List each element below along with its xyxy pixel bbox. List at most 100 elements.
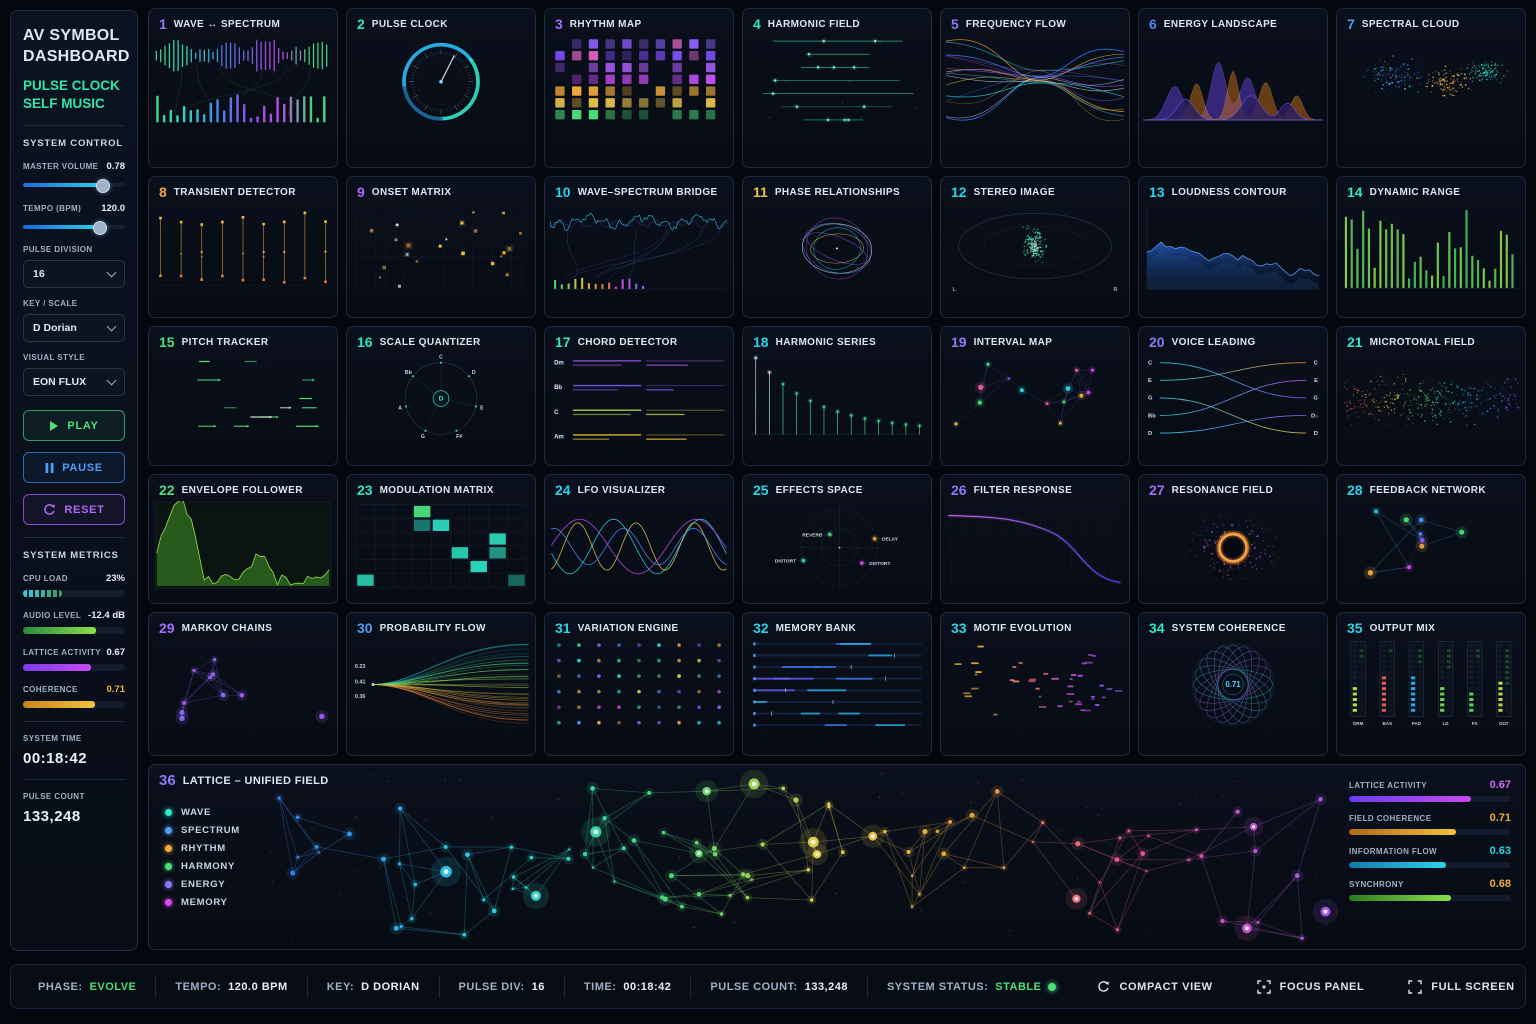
key-scale-select[interactable]: D Dorian	[23, 314, 125, 343]
panel-energy-landscape[interactable]: 6 ENERGY LANDSCAPE	[1138, 8, 1328, 168]
panel-header: 22 ENVELOPE FOLLOWER	[149, 475, 337, 505]
pause-button[interactable]: PAUSE	[23, 452, 125, 484]
panel-header: 6 ENERGY LANDSCAPE	[1139, 9, 1327, 39]
lattice-metric-field-coherence: FIELD COHERENCE 0.71	[1349, 812, 1511, 835]
panel-microtonal-field[interactable]: 21 MICROTONAL FIELD	[1336, 326, 1526, 466]
panel-markov-chains[interactable]: 29 MARKOV CHAINS	[148, 612, 338, 756]
panel-title: ONSET MATRIX	[371, 186, 452, 198]
panel-rhythm-map[interactable]: 3 RHYTHM MAP	[544, 8, 734, 168]
full-screen-button[interactable]: FULL SCREEN	[1386, 979, 1536, 994]
panel-dynamic-range[interactable]: 14 DYNAMIC RANGE	[1336, 176, 1526, 318]
frequency-flow-viz	[945, 39, 1125, 122]
panel-modulation-matrix[interactable]: 23 MODULATION MATRIX	[346, 474, 536, 604]
legend-label: MEMORY	[181, 897, 228, 908]
panel-transient-detector[interactable]: 8 TRANSIENT DETECTOR	[148, 176, 338, 318]
button-label: FOCUS PANEL	[1279, 980, 1365, 993]
app-subtitle-line2: SELF MUSIC	[23, 95, 105, 111]
svg-text:E: E	[1314, 378, 1318, 384]
metric-value: 0.63	[1489, 845, 1511, 857]
legend-item-wave: WAVE	[165, 807, 240, 818]
panel-probability-flow[interactable]: 30 PROBABILITY FLOW 0.23 0.41 0.36	[346, 612, 536, 756]
panel-title: CHORD DETECTOR	[577, 336, 678, 348]
panel-effects-space[interactable]: 25 EFFECTS SPACE REVERB DELAY DISTORT DISTO…	[742, 474, 932, 604]
panel-system-coherence[interactable]: 34 SYSTEM COHERENCE 0.71	[1138, 612, 1328, 756]
panel-onset-matrix[interactable]: 9 ONSET MATRIX	[346, 176, 536, 318]
panel-harmonic-series[interactable]: 18 HARMONIC SERIES	[742, 326, 932, 466]
panel-title: WAVE ↔ SPECTRUM	[173, 18, 281, 30]
svg-text:BAS: BAS	[1383, 721, 1393, 726]
envelope-viz	[155, 501, 331, 589]
panel-lattice-unified-field[interactable]: 36 LATTICE – UNIFIED FIELD WAVE SPECTRUM…	[148, 764, 1526, 950]
metric-bar	[23, 627, 125, 635]
panel-loudness-contour[interactable]: 13 LOUDNESS CONTOUR	[1138, 176, 1328, 318]
panel-motif-evolution[interactable]: 33 MOTIF EVOLUTION	[940, 612, 1130, 756]
panel-number: 13	[1149, 184, 1165, 200]
panel-number: 34	[1149, 620, 1165, 636]
panel-number: 20	[1149, 334, 1165, 350]
metric-value: -12.4 dB	[88, 610, 125, 622]
spectral-cloud-viz	[1363, 55, 1509, 99]
panel-title: MEMORY BANK	[775, 622, 857, 634]
panel-phase-relationships[interactable]: 11 PHASE RELATIONSHIPS	[742, 176, 932, 318]
pulse-division-select[interactable]: 16	[23, 260, 125, 289]
panel-chord-detector[interactable]: 17 CHORD DETECTOR Dm Bb C Am	[544, 326, 734, 466]
panel-memory-bank[interactable]: 32 MEMORY BANK	[742, 612, 932, 756]
slider-knob[interactable]	[95, 179, 110, 194]
metric-value: 0.68	[1489, 878, 1511, 890]
panel-title: PITCH TRACKER	[181, 336, 269, 348]
panel-header: 21 MICROTONAL FIELD	[1337, 327, 1525, 357]
panel-voice-leading[interactable]: 20 VOICE LEADING C E G Bb D C E G D♭ D	[1138, 326, 1328, 466]
svg-text:REVERB: REVERB	[802, 532, 823, 538]
energy-landscape-viz	[1142, 61, 1323, 121]
legend-label: RHYTHM	[181, 843, 226, 854]
panel-header: 14 DYNAMIC RANGE	[1337, 177, 1525, 207]
legend-dot	[165, 845, 172, 852]
panel-lfo-visualizer[interactable]: 24 LFO VISUALIZER	[544, 474, 734, 604]
panel-resonance-field[interactable]: 27 RESONANCE FIELD	[1138, 474, 1328, 604]
panel-envelope-follower[interactable]: 22 ENVELOPE FOLLOWER	[148, 474, 338, 604]
master-volume-slider[interactable]	[23, 178, 125, 194]
panel-scale-quantizer[interactable]: 16 SCALE QUANTIZER C D E F# G A Bb D	[346, 326, 536, 466]
legend-label: HARMONY	[181, 861, 235, 872]
panel-header: 13 LOUDNESS CONTOUR	[1139, 177, 1327, 207]
panel-wave-spectrum[interactable]: 1 WAVE ↔ SPECTRUM	[148, 8, 338, 168]
panel-pulse-clock[interactable]: 2 PULSE CLOCK	[346, 8, 536, 168]
panel-spectral-cloud[interactable]: 7 SPECTRAL CLOUD	[1336, 8, 1526, 168]
button-label: RESET	[64, 503, 105, 516]
app-title-line2: DASHBOARD	[23, 47, 130, 65]
panel-feedback-network[interactable]: 28 FEEDBACK NETWORK	[1336, 474, 1526, 604]
panel-title: TRANSIENT DETECTOR	[173, 186, 296, 198]
microtonal-viz	[1344, 368, 1520, 427]
metric-bar	[23, 590, 125, 598]
wave-spectrum-viz	[155, 39, 328, 123]
play-button[interactable]: PLAY	[23, 410, 125, 442]
focus-panel-button[interactable]: FOCUS PANEL	[1235, 979, 1387, 994]
pulse-count-label: PULSE COUNT	[23, 792, 85, 802]
svg-text:PAD: PAD	[1412, 721, 1422, 726]
panel-header: 9 ONSET MATRIX	[347, 177, 535, 207]
tempo-slider[interactable]	[23, 220, 125, 236]
panel-harmonic-field[interactable]: 4 HARMONIC FIELD	[742, 8, 932, 168]
slider-knob[interactable]	[92, 221, 107, 236]
visual-style-select[interactable]: EON FLUX	[23, 368, 125, 397]
panel-number: 17	[555, 334, 571, 350]
panel-variation-engine[interactable]: 31 VARIATION ENGINE	[544, 612, 734, 756]
pulse-count-value: 133,248	[23, 808, 81, 826]
status-value: EVOLVE	[89, 980, 137, 993]
panel-frequency-flow[interactable]: 5 FREQUENCY FLOW	[940, 8, 1130, 168]
status-buttons: COMPACT VIEW FOCUS PANEL FULL SCREEN	[1075, 979, 1536, 994]
panel-number: 6	[1149, 16, 1157, 32]
reset-button[interactable]: RESET	[23, 494, 125, 526]
panel-filter-response[interactable]: 26 FILTER RESPONSE	[940, 474, 1130, 604]
status-item-tempo: TEMPO: 120.0 BPM	[156, 975, 308, 998]
svg-text:LD: LD	[1443, 721, 1450, 726]
system-time-value: 00:18:42	[23, 750, 88, 768]
compact-view-button[interactable]: COMPACT VIEW	[1075, 980, 1234, 993]
panel-wave-spectrum-bridge[interactable]: 10 WAVE–SPECTRUM BRIDGE	[544, 176, 734, 318]
panel-header: 34 SYSTEM COHERENCE	[1139, 613, 1327, 643]
panel-pitch-tracker[interactable]: 15 PITCH TRACKER	[148, 326, 338, 466]
svg-text:Am: Am	[554, 435, 564, 441]
panel-output-mix[interactable]: 35 OUTPUT MIX DRM BAS PAD LD FX OUT	[1336, 612, 1526, 756]
panel-interval-map[interactable]: 19 INTERVAL MAP	[940, 326, 1130, 466]
